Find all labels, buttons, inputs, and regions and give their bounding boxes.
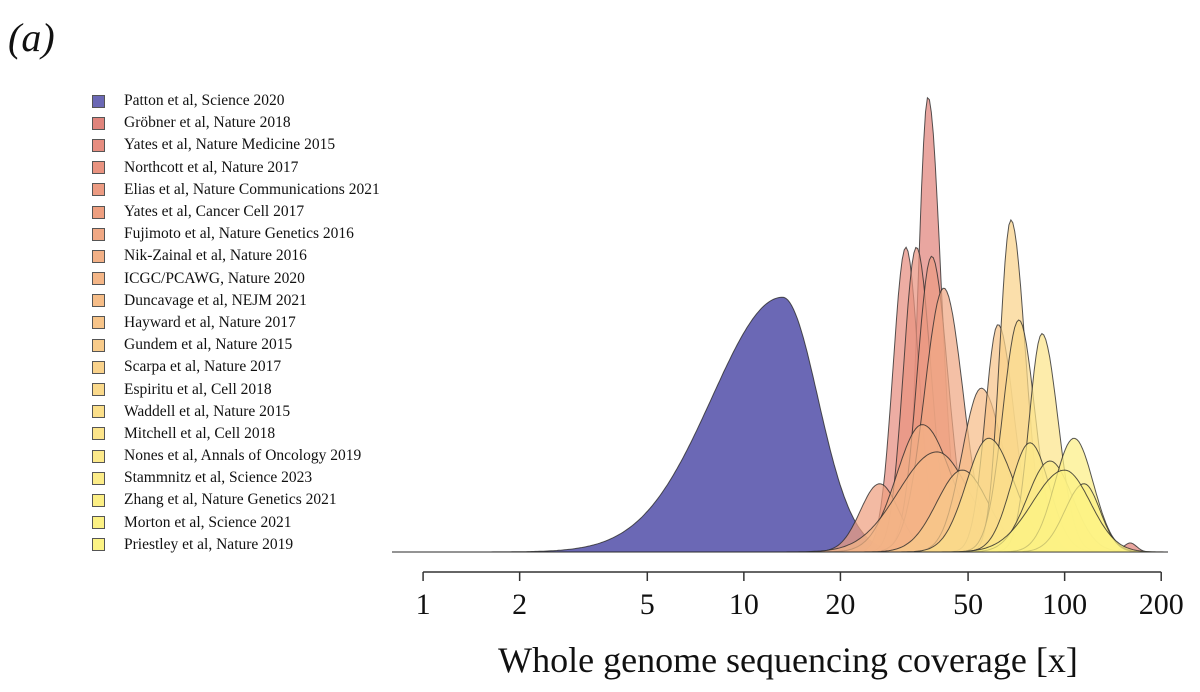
x-axis-label: Whole genome sequencing coverage [x] [498,640,1078,680]
legend-item: Mitchell et al, Cell 2018 [92,423,442,445]
legend-item: Duncavage et al, NEJM 2021 [92,290,442,312]
legend-swatch [92,427,105,441]
legend-item: Gundem et al, Nature 2015 [92,334,442,356]
legend-item: Morton et al, Science 2021 [92,512,442,534]
legend-swatch [92,116,105,130]
legend-item: Fujimoto et al, Nature Genetics 2016 [92,223,442,245]
legend-item: Hayward et al, Nature 2017 [92,312,442,334]
legend-label: Mitchell et al, Cell 2018 [124,424,276,442]
legend-item: Waddell et al, Nature 2015 [92,401,442,423]
legend-label: Gröbner et al, Nature 2018 [124,114,291,132]
x-tick-label: 20 [825,588,855,621]
legend-item: Nones et al, Annals of Oncology 2019 [92,445,442,467]
legend-swatch [92,538,105,552]
x-tick-label: 100 [1042,588,1087,621]
legend-swatch [92,493,105,507]
legend-swatch [92,360,105,374]
x-axis: 1 2 5 10 20 50 100 200 [416,571,1184,621]
legend-swatch [92,205,105,219]
legend-label: Hayward et al, Nature 2017 [124,313,296,331]
legend-label: Elias et al, Nature Communications 2021 [124,180,380,198]
legend-label: Stammnitz et al, Science 2023 [124,469,313,487]
legend-swatch [92,138,105,152]
legend-item: Priestley et al, Nature 2019 [92,534,442,556]
legend-label: Nones et al, Annals of Oncology 2019 [124,447,362,465]
legend-item: Yates et al, Cancer Cell 2017 [92,201,442,223]
legend-label: Yates et al, Nature Medicine 2015 [124,136,336,154]
legend-label: Patton et al, Science 2020 [124,92,285,110]
legend-swatch [92,316,105,330]
legend-item: Stammnitz et al, Science 2023 [92,467,442,489]
legend-swatch [92,272,105,286]
x-tick-label: 200 [1139,588,1184,621]
legend-item: Northcott et al, Nature 2017 [92,157,442,179]
legend-item: Zhang et al, Nature Genetics 2021 [92,489,442,511]
legend-item: Yates et al, Nature Medicine 2015 [92,134,442,156]
x-tick-label: 1 [416,588,431,621]
density-area-series [392,469,1168,553]
x-tick-label: 2 [512,588,527,621]
legend-swatch [92,338,105,352]
legend-swatch [92,161,105,175]
legend-label: Espiritu et al, Cell 2018 [124,380,272,398]
legend-label: Scarpa et al, Nature 2017 [124,358,282,376]
legend-label: Zhang et al, Nature Genetics 2021 [124,491,337,509]
legend-item: Scarpa et al, Nature 2017 [92,356,442,378]
legend-swatch [92,94,105,108]
legend-item: ICGC/PCAWG, Nature 2020 [92,268,442,290]
legend-swatch [92,516,105,530]
legend-label: Waddell et al, Nature 2015 [124,402,291,420]
legend-swatch [92,183,105,197]
legend-label: Yates et al, Cancer Cell 2017 [124,203,305,221]
x-tick-label: 50 [953,588,983,621]
legend-label: ICGC/PCAWG, Nature 2020 [124,269,305,287]
legend-swatch [92,294,105,308]
x-tick-label: 10 [729,588,759,621]
legend-swatch [92,383,105,397]
legend-swatch [92,449,105,463]
legend-swatch [92,227,105,241]
legend-label: Nik-Zainal et al, Nature 2016 [124,247,307,265]
legend-item: Espiritu et al, Cell 2018 [92,378,442,400]
legend-label: Morton et al, Science 2021 [124,513,292,531]
panel-label: (a) [8,15,55,60]
legend-label: Duncavage et al, NEJM 2021 [124,291,307,309]
legend-item: Nik-Zainal et al, Nature 2016 [92,245,442,267]
legend-item: Gröbner et al, Nature 2018 [92,112,442,134]
legend-item: Elias et al, Nature Communications 2021 [92,179,442,201]
legend-item: Patton et al, Science 2020 [92,90,442,112]
legend-label: Gundem et al, Nature 2015 [124,336,293,354]
density-areas [392,96,1168,553]
x-tick-label: 5 [640,588,655,621]
legend-swatch [92,471,105,485]
legend-label: Northcott et al, Nature 2017 [124,158,299,176]
legend-swatch [92,249,105,263]
legend-label: Priestley et al, Nature 2019 [124,535,294,553]
legend-label: Fujimoto et al, Nature Genetics 2016 [124,225,354,243]
legend: Patton et al, Science 2020 Gröbner et al,… [92,90,442,556]
legend-swatch [92,405,105,419]
